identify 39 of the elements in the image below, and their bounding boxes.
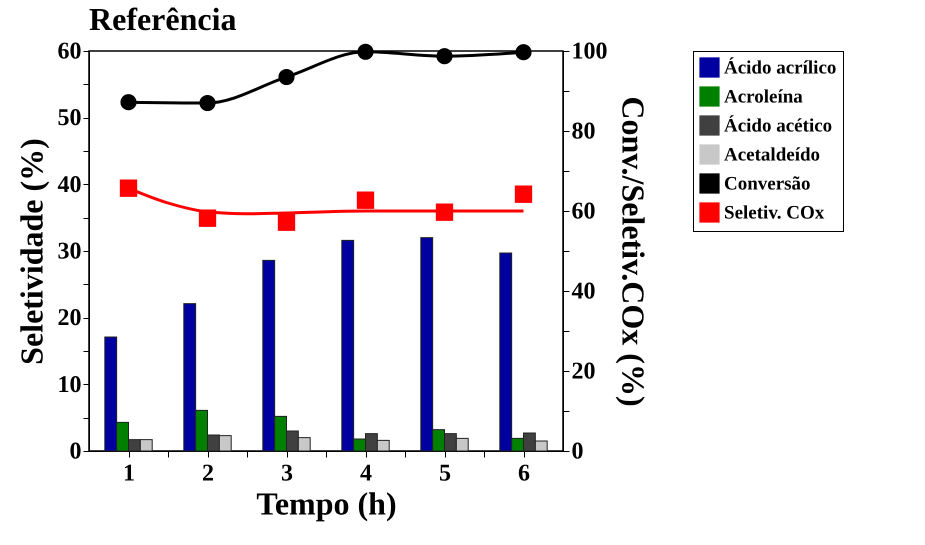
- x-tick-label: 6: [518, 460, 530, 486]
- y-tick-label: 60: [58, 38, 82, 64]
- x-tick-label: 5: [439, 460, 451, 486]
- x-tick-label: 1: [123, 460, 135, 486]
- chart-title: Referência: [89, 1, 236, 37]
- y2-axis-title: Conv./Seletiv.COx (%): [616, 96, 652, 407]
- point: [199, 94, 216, 112]
- point: [514, 186, 532, 203]
- point: [120, 180, 138, 197]
- y-tick-label: 0: [70, 438, 82, 464]
- legend-label: Acetaldeído: [724, 144, 820, 166]
- point: [356, 192, 374, 209]
- point: [357, 44, 374, 60]
- point: [436, 48, 453, 64]
- y2-tick-label: 60: [572, 198, 596, 224]
- y-tick-label: 40: [58, 172, 82, 198]
- point: [120, 94, 137, 110]
- legend-label: Acroleína: [724, 86, 804, 108]
- legend-label: Ácido acrílico: [724, 56, 836, 78]
- legend-label: Seletiv. COx: [724, 202, 825, 224]
- y-axis-title: Seletividade (%): [14, 138, 50, 365]
- point: [515, 44, 532, 60]
- legend-label: Ácido acético: [724, 114, 832, 136]
- y-tick-label: 10: [58, 372, 82, 398]
- y2-tick-label: 0: [572, 438, 584, 464]
- y-tick-label: 20: [58, 305, 82, 332]
- point: [278, 214, 296, 231]
- y2-tick-label: 100: [572, 38, 608, 64]
- y-tick-label: 30: [58, 238, 82, 264]
- legend-label: Conversão: [724, 174, 811, 194]
- x-tick-label: 4: [360, 460, 372, 486]
- point: [278, 68, 295, 86]
- x-tick-label: 2: [202, 460, 214, 486]
- y2-tick-label: 80: [572, 118, 596, 144]
- x-axis-title: Tempo (h): [256, 486, 397, 522]
- y2-tick-label: 40: [572, 278, 596, 304]
- y-tick-label: 50: [58, 105, 82, 132]
- x-tick-label: 3: [281, 460, 293, 486]
- y2-tick-label: 20: [572, 358, 596, 384]
